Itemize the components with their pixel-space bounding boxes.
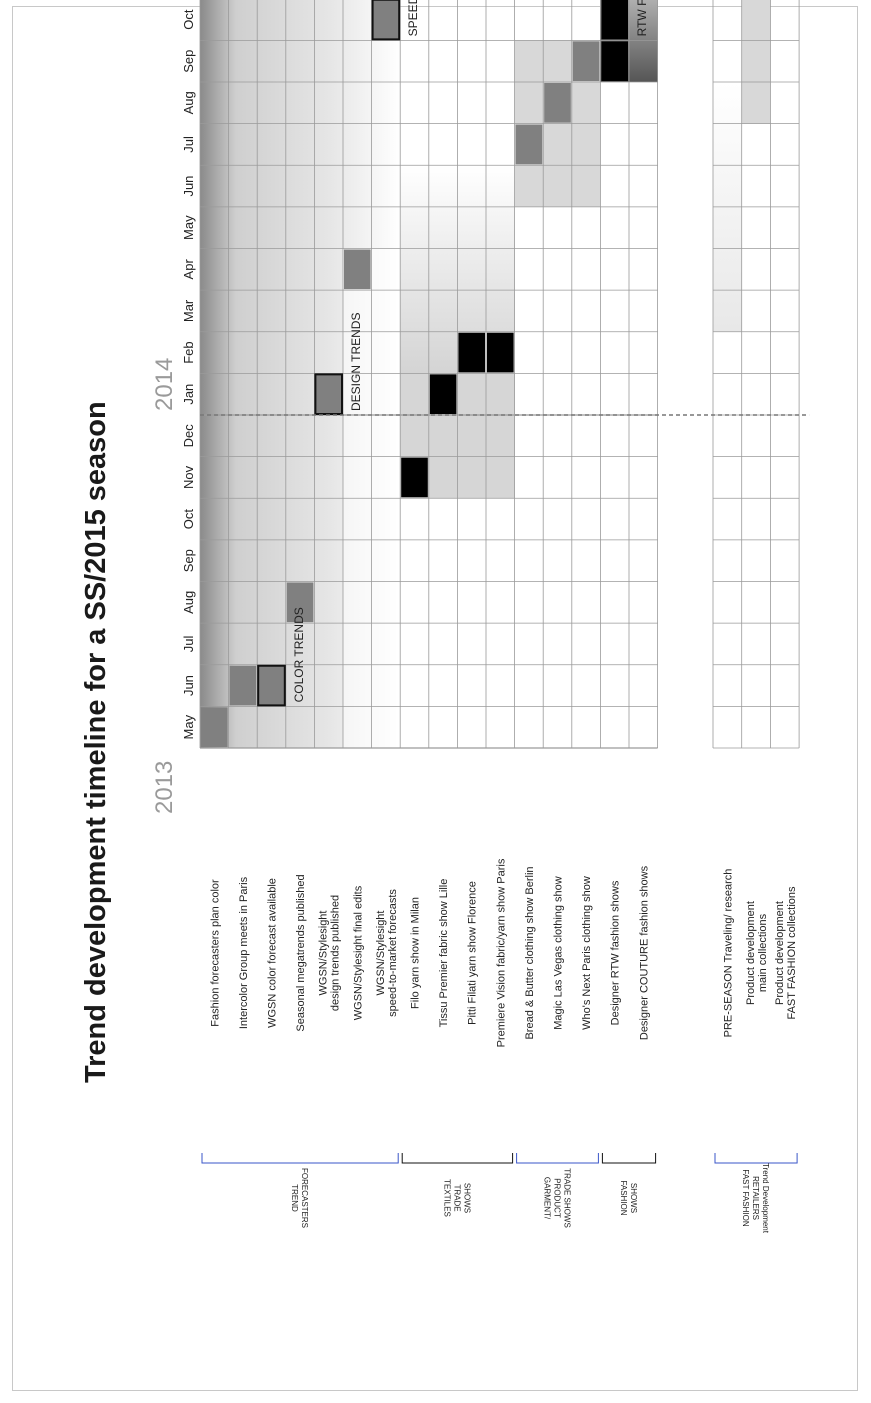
highlight-cell: [572, 41, 600, 81]
row-label: WGSN/Stylesight: [375, 911, 387, 996]
highlight-cell: [229, 665, 257, 706]
group-label: TRADE SHOWS: [563, 1168, 572, 1228]
group-label: GARMENT/: [543, 1177, 552, 1220]
month-label: Aug: [181, 91, 196, 114]
row-label: Magic Las Vegas clothing show: [553, 876, 565, 1030]
highlight-cell: [601, 41, 629, 81]
group-bracket: [601, 1153, 657, 1164]
row-label: Tissu Premier fabric show Lille: [438, 879, 450, 1028]
group-label: SHOWS: [629, 1183, 638, 1213]
year-label: 2014: [151, 358, 178, 411]
row-label: Fashion forecasters plan color: [209, 879, 221, 1027]
month-label: Nov: [181, 465, 196, 489]
highlight-cell: [601, 0, 629, 40]
highlight-cell: [429, 374, 457, 414]
month-label: Jan: [181, 384, 196, 405]
bottom-row-label: FAST FASHION collections: [786, 886, 798, 1020]
highlight-cell: [371, 0, 401, 41]
row-label: Seasonal megatrends published: [295, 874, 307, 1031]
group-label: TRADE: [452, 1184, 461, 1211]
marks-layer: [200, 0, 810, 1164]
month-label: Jun: [181, 675, 196, 696]
row-label: Designer COUTURE fashion shows: [638, 865, 650, 1040]
highlight-cell: [487, 332, 514, 373]
rotated-content: Trend development timeline for a SS/2015…: [80, 0, 810, 1234]
group-label: FASHION: [619, 1180, 628, 1215]
group-label: PRODUCT: [553, 1178, 562, 1218]
group-bracket: [201, 1153, 399, 1164]
highlight-cell: [544, 83, 571, 123]
group-label: SHOWS: [462, 1183, 471, 1213]
month-label: May: [181, 714, 196, 739]
highlight-cell: [344, 249, 371, 290]
group-bracket: [401, 1153, 514, 1164]
chart-root: Trend development timeline for a SS/2015…: [80, 0, 810, 1234]
row-label: Pitti Filati yarn show Florence: [467, 881, 479, 1025]
row-label: WGSN/Stylesight final edits: [352, 885, 364, 1020]
bottom-group-label: FAST FASHION: [741, 1169, 750, 1226]
background-layer: [200, 0, 771, 748]
row-label: Who's Next Paris clothing show: [581, 876, 593, 1030]
row-label: WGSN/Stylesight: [318, 911, 330, 996]
grid-layer: [199, 0, 800, 749]
month-label: Feb: [181, 341, 196, 363]
highlight-cell: [314, 373, 343, 415]
group-label: FORECASTERS: [300, 1168, 309, 1228]
month-label: Oct: [181, 509, 196, 530]
annotation-label: SPEED TO MARKET TRENDS: [406, 0, 420, 36]
bottom-group-label: RETAILERS: [751, 1176, 760, 1220]
row-label: Premiere Vision fabric/yarn show Paris: [495, 858, 507, 1047]
highlight-cell: [201, 707, 228, 747]
row-label: WGSN color forecast available: [267, 878, 279, 1028]
month-label: Aug: [181, 591, 196, 614]
row-label: Bread & Butter clothing show Berlin: [524, 866, 536, 1039]
highlight-cell: [458, 332, 485, 373]
month-label: Jun: [181, 176, 196, 197]
bottom-row-label: PRE-SEASON Traveling/ research: [722, 869, 734, 1038]
month-label: Sep: [181, 549, 196, 572]
highlight-cell: [286, 582, 314, 623]
annotation-label: RTW FASHION WEEKS: [635, 0, 649, 36]
labels-layer: May Jun Jul Aug Sep Oct Nov Dec Jan Feb Mar Apr May J…: [151, 0, 798, 1234]
annotation-label: COLOR TRENDS: [292, 607, 306, 702]
row-label: Filo yarn show in Milan: [410, 897, 422, 1009]
main-dev-band: [741, 0, 771, 124]
month-label: May: [181, 215, 196, 240]
bottom-group-label: Trend Development: [761, 1163, 770, 1234]
annotation-label: DESIGN TRENDS: [349, 313, 363, 411]
chart-frame: [12, 6, 858, 1391]
month-label: Dec: [181, 424, 196, 448]
highlight-cell: [257, 664, 286, 707]
group-label: TEXTILES: [442, 1179, 451, 1217]
year-label: 2013: [151, 761, 178, 814]
row-label: speed-to-market forecasts: [387, 889, 399, 1017]
row-label: design trends published: [330, 895, 342, 1011]
row-label: Intercolor Group meets in Paris: [238, 876, 250, 1029]
group-label: TREND: [290, 1184, 299, 1212]
month-label: Jul: [181, 636, 196, 653]
chart-title: Trend development timeline for a SS/2015…: [80, 401, 112, 1083]
highlight-cell: [515, 124, 543, 165]
month-label: Oct: [181, 9, 196, 30]
bottom-row-label: main collections: [757, 913, 769, 992]
month-label: Jul: [181, 136, 196, 153]
month-label: Mar: [181, 299, 196, 322]
group-bracket: [516, 1153, 599, 1164]
month-label: Sep: [181, 50, 196, 73]
highlight-cell: [401, 457, 428, 498]
bottom-row-label: Product development: [774, 901, 786, 1005]
bottom-row-label: Product development: [745, 901, 757, 1005]
month-label: Apr: [181, 259, 196, 280]
bottom-group-bracket: [714, 1153, 798, 1164]
row-label: Designer RTW fashion shows: [610, 880, 622, 1025]
